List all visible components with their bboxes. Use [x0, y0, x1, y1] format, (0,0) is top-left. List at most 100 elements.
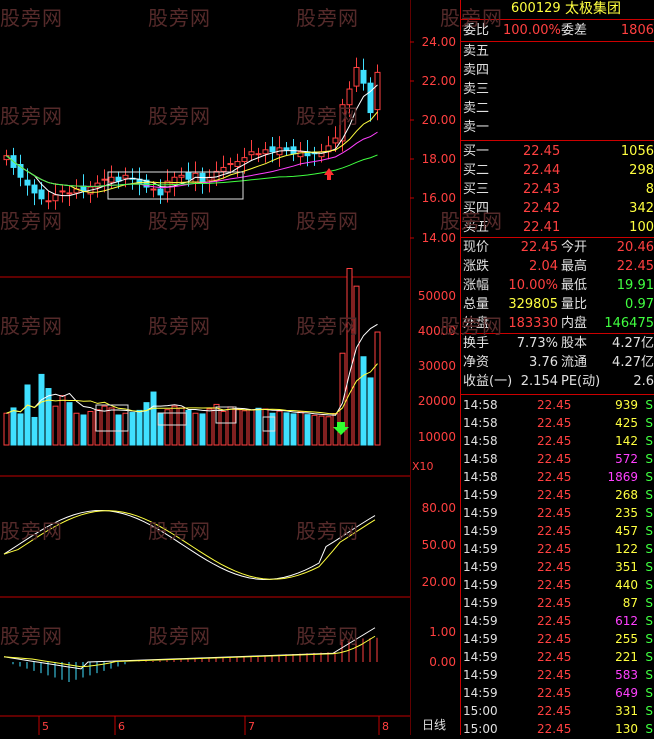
buy-level-row: 买二 22.44 298 — [463, 163, 654, 178]
volume-bar — [143, 402, 150, 446]
candle — [45, 190, 52, 210]
volume-highlight-box — [157, 412, 187, 426]
candle — [297, 141, 304, 166]
fund-row: 换手 7.73% 股本 4.27亿 — [463, 336, 654, 351]
volume-bar — [108, 407, 115, 446]
tick-row: 14:59 22.45 87 S — [463, 596, 653, 610]
volume-bar — [255, 407, 262, 446]
volume-bar — [185, 409, 192, 446]
volume-bar — [269, 412, 276, 446]
price-tick-label: 16.00 — [422, 191, 456, 205]
tick-row: 14:59 22.45 612 S — [463, 614, 653, 628]
price-tick-label: 20.00 — [422, 113, 456, 127]
volume-bar — [94, 409, 101, 446]
volume-tick-label: 30000 — [418, 359, 456, 373]
volume-bar — [87, 410, 94, 446]
candle — [185, 162, 192, 187]
quote-row: 外盘 183330 内盘 146475 — [463, 316, 654, 331]
buy-level-row: 买四 22.42 342 — [463, 201, 654, 216]
volume-bar — [290, 413, 297, 446]
volume-bar — [73, 412, 80, 446]
ma60-line — [6, 154, 378, 187]
buy-signal-arrow — [324, 168, 334, 180]
date-axis-label: 8 — [382, 720, 389, 733]
price-tick-label: 24.00 — [422, 35, 456, 49]
candle — [171, 171, 178, 197]
candle — [227, 157, 234, 174]
quote-row: 涨跌 2.04 最高 22.45 — [463, 259, 654, 274]
candle — [255, 147, 262, 163]
candle — [31, 179, 38, 206]
buy-level-row: 买一 22.45 1056 — [463, 144, 654, 159]
volume-bar — [24, 384, 31, 446]
volume-bar — [80, 414, 87, 446]
volume-bar — [325, 416, 332, 446]
volume-bar — [3, 412, 10, 446]
candle — [311, 146, 318, 166]
macd-dea-line — [3, 635, 376, 668]
tick-row: 14:59 22.45 351 S — [463, 560, 653, 574]
quote-panel: 600129 太极集团 委比 100.00% 委差 1806 卖五 卖四 卖三 卖二卖… — [460, 0, 654, 736]
candle — [248, 140, 255, 161]
kline-chart-area[interactable]: 5 6 7 8 — [0, 0, 410, 735]
tick-row: 14:59 22.45 122 S — [463, 542, 653, 556]
tick-row: 15:00 22.45 130 S — [463, 722, 653, 736]
candle — [262, 141, 269, 163]
volume-down-arrow — [333, 422, 349, 435]
tick-row: 14:58 22.45 1869 S — [463, 470, 653, 484]
volume-tick-label: 10000 — [418, 430, 456, 444]
ma10-line — [6, 111, 378, 193]
volume-bar — [31, 416, 38, 446]
tick-row: 14:59 22.45 235 S — [463, 506, 653, 520]
buy-level-row: 买三 22.43 8 — [463, 182, 654, 197]
volume-bar — [101, 405, 108, 446]
quote-row: 涨幅 10.00% 最低 19.91 — [463, 278, 654, 293]
volume-bar — [171, 405, 178, 446]
tick-row: 14:59 22.45 268 S — [463, 488, 653, 502]
tick-row: 15:00 22.45 331 S — [463, 704, 653, 718]
price-axis: 24.00 22.00 20.00 18.00 16.00 14.00 50000 40000… — [409, 0, 460, 735]
volume-bar — [367, 377, 374, 446]
candle — [24, 168, 31, 196]
sell-level-row: 卖一 — [463, 120, 490, 135]
date-axis-label: 6 — [118, 720, 125, 733]
volume-tick-label: 20000 — [418, 394, 456, 408]
candle — [17, 154, 24, 187]
volume-bar — [220, 410, 227, 446]
macd-dif-line — [3, 627, 376, 670]
candle — [108, 165, 115, 189]
candle — [101, 169, 108, 193]
sell-level-row: 卖四 — [463, 63, 490, 78]
candle — [325, 136, 332, 160]
volume-bar — [339, 352, 346, 446]
candle — [332, 126, 339, 152]
period-label: 日线 — [422, 718, 446, 732]
tick-row: 14:59 22.45 440 S — [463, 578, 653, 592]
candle — [192, 161, 199, 192]
wei-bi-row: 委比 100.00% 委差 1806 — [463, 23, 654, 38]
macd-tick-label: 1.00 — [429, 625, 456, 639]
volume-bar — [206, 408, 213, 446]
candle — [59, 185, 66, 203]
candle — [241, 147, 248, 174]
candle — [199, 167, 206, 194]
stock-header: 600129 太极集团 — [461, 0, 654, 18]
volume-bar — [38, 373, 45, 446]
price-tick-label: 18.00 — [422, 152, 456, 166]
stock-name: 太极集团 — [565, 1, 621, 17]
price-tick-label: 14.00 — [422, 231, 456, 245]
fund-row: 收益(一) 2.154 PE(动) 2.6 — [463, 374, 654, 389]
candle — [346, 81, 353, 117]
date-axis-label: 5 — [42, 720, 49, 733]
volume-bar — [283, 412, 290, 446]
kdj-tick-label: 80.00 — [422, 501, 456, 515]
volume-bar — [122, 412, 129, 446]
volume-bar — [136, 409, 143, 446]
candle — [150, 181, 157, 198]
volume-highlight-box — [262, 416, 276, 432]
candle — [164, 169, 171, 203]
quote-row: 总量 329805 量比 0.97 — [463, 297, 654, 312]
volume-bar — [59, 395, 66, 446]
volume-bar — [199, 413, 206, 446]
macd-histogram — [12, 637, 378, 682]
